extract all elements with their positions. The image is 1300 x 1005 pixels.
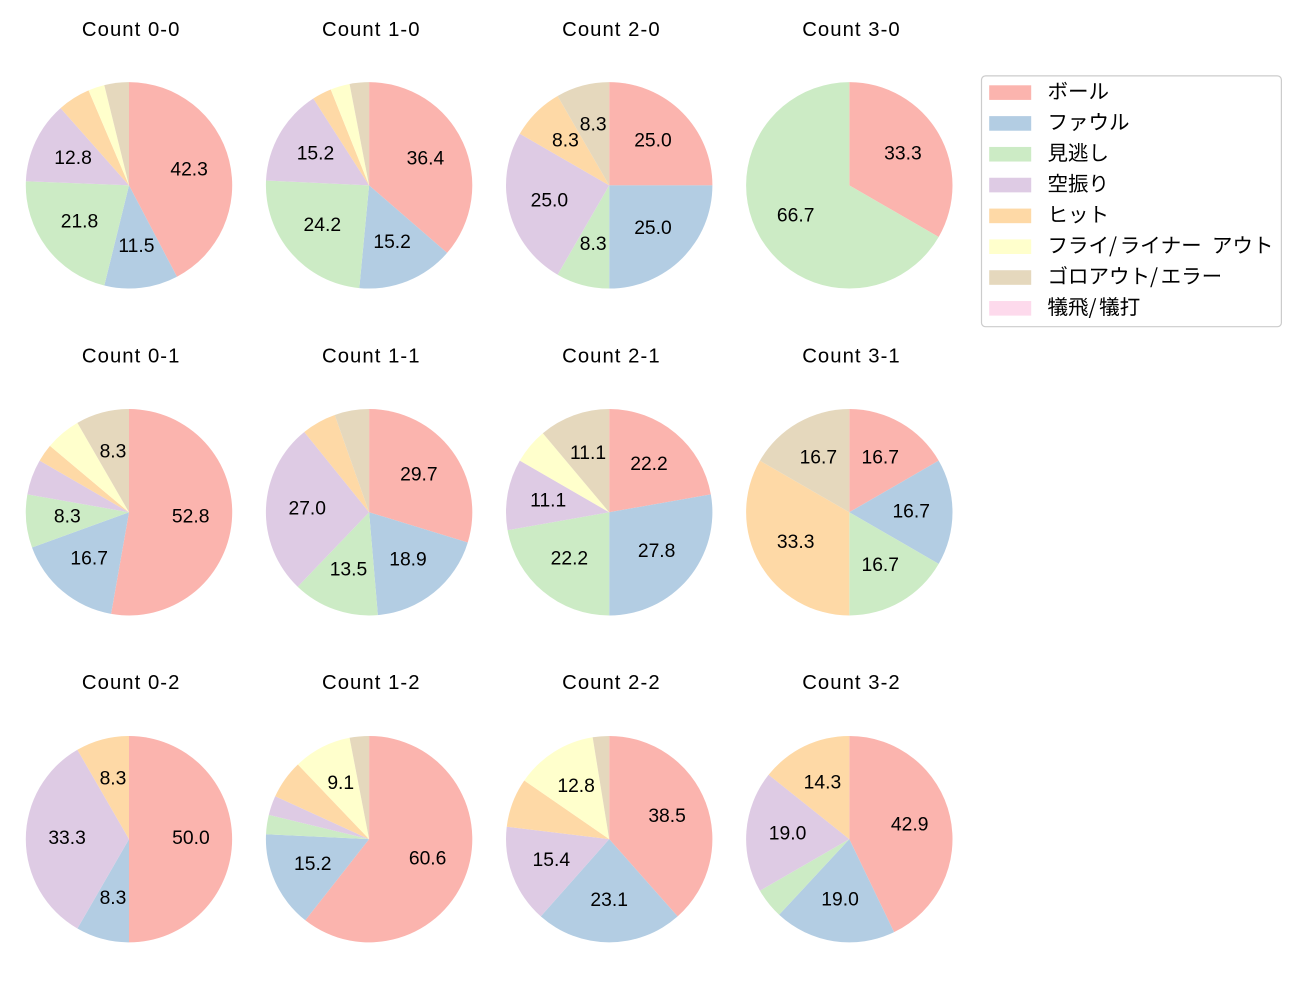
svg-text:Count 0-2: Count 0-2 xyxy=(82,672,181,694)
svg-text:60.6: 60.6 xyxy=(409,848,447,869)
svg-text:24.2: 24.2 xyxy=(304,215,342,236)
svg-text:11.5: 11.5 xyxy=(118,236,154,257)
svg-text:16.7: 16.7 xyxy=(861,555,899,576)
svg-text:33.3: 33.3 xyxy=(884,143,922,164)
svg-text:Count 2-0: Count 2-0 xyxy=(562,19,661,41)
svg-text:33.3: 33.3 xyxy=(777,532,815,553)
svg-text:Count 1-2: Count 1-2 xyxy=(322,672,421,694)
svg-text:8.3: 8.3 xyxy=(54,507,81,528)
svg-text:42.3: 42.3 xyxy=(170,160,208,181)
svg-text:23.1: 23.1 xyxy=(590,890,628,911)
svg-text:15.2: 15.2 xyxy=(294,854,332,875)
svg-text:Count 0-0: Count 0-0 xyxy=(82,19,181,41)
svg-text:42.9: 42.9 xyxy=(891,814,929,835)
svg-text:15.2: 15.2 xyxy=(373,232,411,253)
svg-text:Count 2-2: Count 2-2 xyxy=(562,672,661,694)
svg-text:25.0: 25.0 xyxy=(634,218,672,239)
svg-text:66.7: 66.7 xyxy=(777,205,815,226)
svg-text:8.3: 8.3 xyxy=(580,234,607,255)
svg-text:8.3: 8.3 xyxy=(100,768,127,789)
svg-text:Count 1-1: Count 1-1 xyxy=(322,346,421,368)
svg-text:36.4: 36.4 xyxy=(407,149,445,170)
svg-text:9.1: 9.1 xyxy=(327,773,354,794)
svg-text:21.8: 21.8 xyxy=(61,212,99,233)
svg-text:Count 3-2: Count 3-2 xyxy=(802,672,901,694)
svg-text:8.3: 8.3 xyxy=(100,888,127,909)
svg-text:15.4: 15.4 xyxy=(533,850,571,871)
svg-text:52.8: 52.8 xyxy=(172,507,210,528)
svg-text:8.3: 8.3 xyxy=(100,441,127,462)
svg-text:33.3: 33.3 xyxy=(48,828,86,849)
svg-text:15.2: 15.2 xyxy=(297,143,335,164)
svg-text:19.0: 19.0 xyxy=(821,889,859,910)
svg-text:12.8: 12.8 xyxy=(54,148,92,169)
svg-text:27.8: 27.8 xyxy=(638,541,676,562)
svg-text:22.2: 22.2 xyxy=(551,549,589,570)
svg-text:Count 2-1: Count 2-1 xyxy=(562,346,661,368)
svg-text:13.5: 13.5 xyxy=(330,560,368,581)
svg-text:19.0: 19.0 xyxy=(769,824,807,845)
svg-text:Count 0-1: Count 0-1 xyxy=(82,346,181,368)
svg-text:16.7: 16.7 xyxy=(892,501,930,522)
svg-text:12.8: 12.8 xyxy=(557,776,595,797)
svg-text:Count 1-0: Count 1-0 xyxy=(322,19,421,41)
svg-text:27.0: 27.0 xyxy=(288,499,326,520)
svg-text:50.0: 50.0 xyxy=(172,828,210,849)
svg-text:16.7: 16.7 xyxy=(800,448,838,469)
svg-text:8.3: 8.3 xyxy=(580,115,607,136)
svg-text:38.5: 38.5 xyxy=(648,806,686,827)
svg-text:16.7: 16.7 xyxy=(861,448,899,469)
svg-text:18.9: 18.9 xyxy=(389,549,427,570)
svg-text:25.0: 25.0 xyxy=(531,190,569,211)
svg-text:16.7: 16.7 xyxy=(70,549,108,570)
svg-text:Count 3-0: Count 3-0 xyxy=(802,19,901,41)
svg-text:25.0: 25.0 xyxy=(634,131,672,152)
svg-text:11.1: 11.1 xyxy=(570,443,606,464)
svg-text:22.2: 22.2 xyxy=(630,454,668,475)
svg-text:11.1: 11.1 xyxy=(530,491,566,512)
svg-text:14.3: 14.3 xyxy=(804,772,842,793)
svg-text:29.7: 29.7 xyxy=(400,464,438,485)
svg-text:Count 3-1: Count 3-1 xyxy=(802,346,901,368)
svg-text:8.3: 8.3 xyxy=(552,131,579,152)
